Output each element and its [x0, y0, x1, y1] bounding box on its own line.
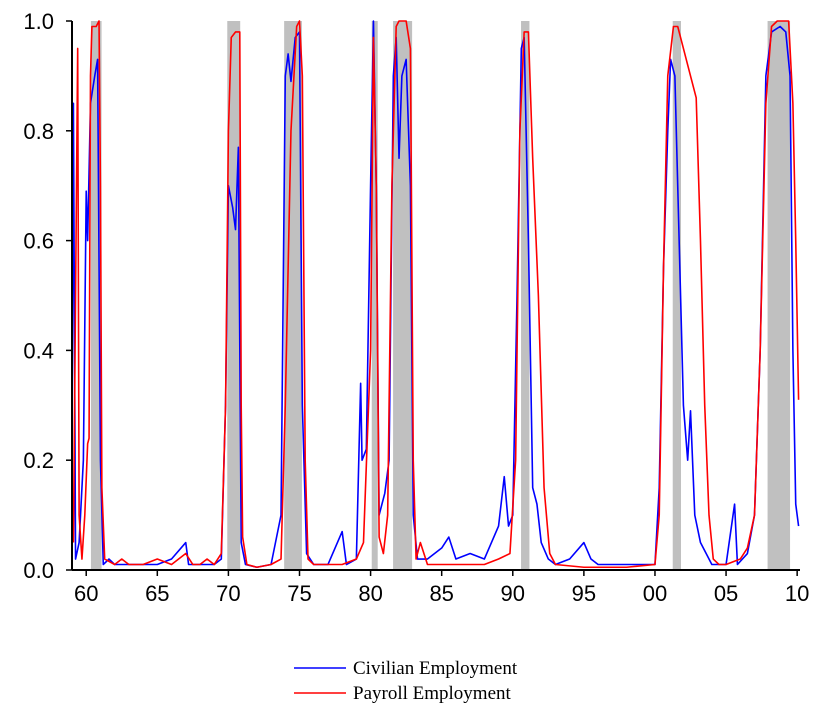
- x-tick-label: 00: [643, 581, 667, 606]
- recession-band: [90, 21, 102, 570]
- x-tick-label: 80: [358, 581, 382, 606]
- axes-layer: 0.0 0.2 0.4 0.6 0.8 1.0 60 65 70 75 80 85 90 95 00 05 10…: [23, 9, 809, 704]
- x-tick-label: 90: [501, 581, 525, 606]
- x-tick-label: 60: [74, 581, 98, 606]
- recession-band: [393, 21, 413, 570]
- x-tick-label: 65: [145, 581, 169, 606]
- recession-band: [672, 21, 681, 570]
- recession-band: [227, 21, 241, 570]
- recession-band: [767, 21, 791, 570]
- x-tick-label: 85: [429, 581, 453, 606]
- y-tick-label: 0.0: [23, 558, 54, 583]
- y-tick-label: 1.0: [23, 9, 54, 34]
- lines-layer: [71, 20, 800, 569]
- x-tick-label: 05: [714, 581, 738, 606]
- x-tick-label: 10: [785, 581, 809, 606]
- legend-label: Payroll Employment: [353, 683, 512, 704]
- y-tick-label: 0.2: [23, 448, 54, 473]
- shading-layer: [90, 21, 791, 570]
- recession-band: [284, 21, 302, 570]
- x-tick-label: 95: [572, 581, 596, 606]
- y-tick-label: 0.8: [23, 119, 54, 144]
- y-tick-label: 0.6: [23, 229, 54, 254]
- x-tick-label: 75: [287, 581, 311, 606]
- x-tick-label: 70: [216, 581, 240, 606]
- y-tick-label: 0.4: [23, 338, 54, 363]
- recession-band: [521, 21, 530, 570]
- series-line: [71, 20, 800, 569]
- recession-band: [371, 21, 378, 570]
- series-line: [72, 20, 800, 569]
- legend-label: Civilian Employment: [353, 658, 518, 679]
